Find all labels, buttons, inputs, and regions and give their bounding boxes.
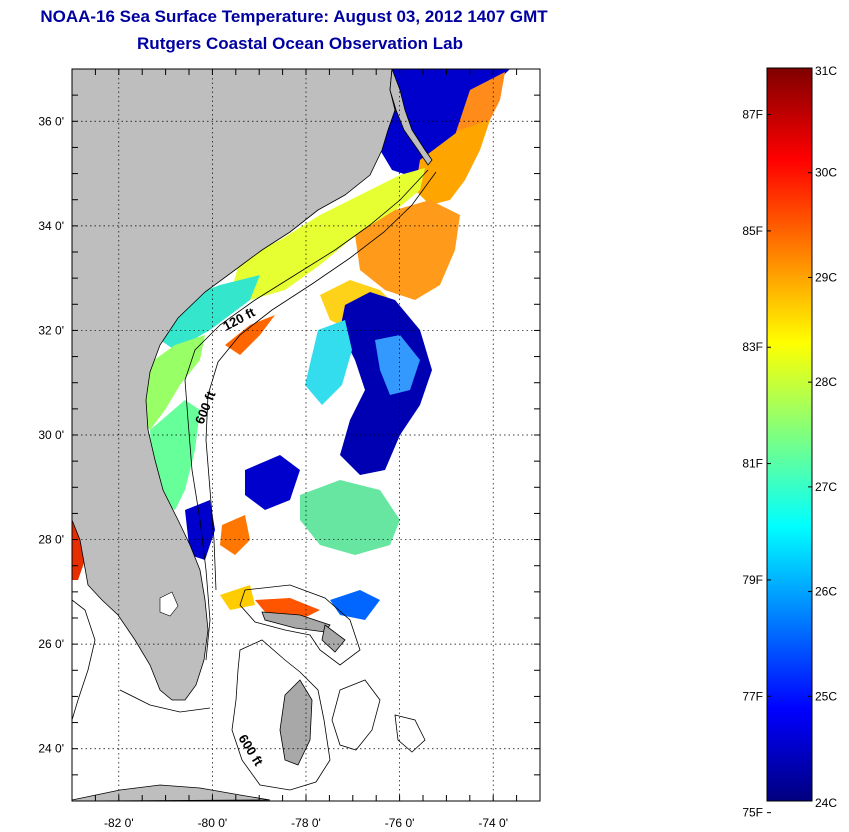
colorbar-f-label: 85F <box>742 224 763 238</box>
lat-tick-label: 24 0' <box>38 742 64 756</box>
sst-patch-ga-shelf-green <box>140 335 205 430</box>
contour-bahamas-outer <box>239 584 361 666</box>
sst-patch-sc-shelf-cyan <box>160 275 260 350</box>
sst-patch-nc-shelf-yellow <box>230 168 425 300</box>
lon-tick-label: -78 0' <box>291 816 321 830</box>
colorbar-f-label: 79F <box>742 573 763 587</box>
colorbar-c-label: 28C <box>815 375 837 389</box>
lat-tick-label: 30 0' <box>38 428 64 442</box>
sst-patch-bahama-orange <box>255 598 320 620</box>
lon-tick-label: -82 0' <box>104 816 134 830</box>
map-axes: -82 0' -80 0' -78 0' -76 0' -74 0' 36 0' 34 0'… <box>38 68 541 830</box>
colorbar-c-label: 25C <box>815 689 837 703</box>
sst-patch-cape-hatteras-warm <box>415 120 490 205</box>
sst-patch-scatter-east <box>330 590 380 620</box>
colorbar-labels: 31C 30C 29C 28C 27C 26C 25C 24C 87F 85F 83F 81F 79F 7… <box>742 64 837 820</box>
colorbar-c-label: 26C <box>815 585 837 599</box>
contour-gulf-shelf <box>72 599 96 721</box>
colorbar <box>766 67 813 802</box>
sst-data-layer <box>72 69 510 620</box>
colorbar-f-label: 75F <box>742 806 763 820</box>
colorbar-c-label: 29C <box>815 270 837 284</box>
bathymetry-contours <box>72 169 437 791</box>
contour-120ft <box>184 169 429 661</box>
map-title: NOAA-16 Sea Surface Temperature: August … <box>40 7 548 26</box>
colorbar-f-label: 87F <box>742 108 763 122</box>
sst-patch-south-green <box>300 480 400 555</box>
lake-okeechobee <box>159 591 179 617</box>
lat-tick-label: 34 0' <box>38 219 64 233</box>
sst-patch-eddy-cyan <box>305 320 352 405</box>
land-outer-banks <box>389 69 433 166</box>
sst-patch-offshore-orange <box>355 200 460 300</box>
contour-exuma <box>394 714 426 753</box>
land-abaco <box>321 624 346 653</box>
colorbar-c-label: 24C <box>815 796 837 810</box>
lon-tick-label: -74 0' <box>478 816 508 830</box>
colorbar-f-label: 81F <box>742 457 763 471</box>
sst-patch-south-orange <box>220 515 250 555</box>
lat-tick-label: 28 0' <box>38 533 64 547</box>
lat-tick-label: 32 0' <box>38 323 64 337</box>
colorbar-c-label: 27C <box>815 480 837 494</box>
sst-patch-eddy-light-blue <box>375 335 420 395</box>
contour-fl-keys <box>119 689 211 713</box>
sst-patch-fl-east-blue <box>185 500 215 560</box>
contour-bahamas-east <box>331 679 381 751</box>
colorbar-f-label: 77F <box>742 689 763 703</box>
contour-bahamas-bank <box>231 639 331 791</box>
land-layer <box>72 69 433 801</box>
colorbar-c-label: 30C <box>815 166 837 180</box>
contour-600ft <box>205 171 437 591</box>
colorbar-f-label: 83F <box>742 340 763 354</box>
sst-patch-shelf-orange <box>225 315 275 355</box>
map-grid <box>72 69 540 801</box>
sst-patch-south-blue <box>245 455 300 510</box>
colorbar-c-label: 31C <box>815 64 837 78</box>
lat-tick-label: 26 0' <box>38 637 64 651</box>
lon-tick-label: -76 0' <box>385 816 415 830</box>
land-andros-island <box>279 679 313 766</box>
lon-tick-label: -80 0' <box>198 816 228 830</box>
sst-patch-fl-shelf-green <box>150 400 200 510</box>
map-subtitle: Rutgers Coastal Ocean Observation Lab <box>137 34 463 53</box>
lat-tick-label: 36 0' <box>38 114 64 128</box>
land-southeast-us <box>72 69 396 701</box>
sst-patch-bahama-yellow <box>220 585 255 610</box>
